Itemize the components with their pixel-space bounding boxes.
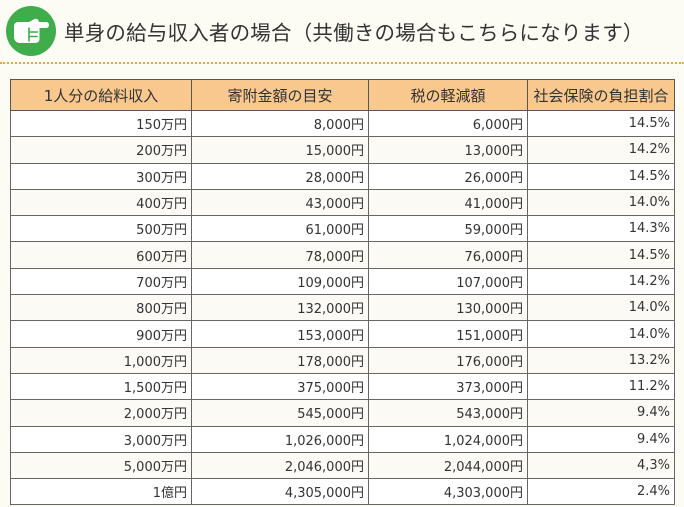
tax-reduction-cell: 6,000円 [368,109,528,138]
table-row: 200万円 15,000円 13,000円 14.2% [10,136,675,164]
income-cell: 500万円 [10,215,192,243]
insurance-ratio-cell: 14.2% [527,267,675,296]
insurance-ratio-cell: 14.0% [527,320,675,348]
donation-cell: 28,000円 [191,162,369,190]
insurance-ratio-cell: 9.4% [527,425,675,453]
donation-cell: 178,000円 [191,346,369,374]
tax-reduction-cell: 76,000円 [368,241,528,269]
column-header-income: 1人分の給料収入 [10,79,192,111]
tax-reduction-cell: 176,000円 [368,346,528,374]
table-row: 3,000万円 1,026,000円 1,024,000円 9.4% [10,425,675,453]
donation-cell: 132,000円 [191,294,369,322]
table-row: 1,500万円 375,000円 373,000円 11.2% [10,372,675,401]
table-row: 5,000万円 2,046,000円 2,044,000円 4,3% [10,451,675,480]
income-cell: 150万円 [10,109,192,138]
donation-cell: 1,026,000円 [191,425,369,453]
tax-reduction-cell: 107,000円 [368,267,528,296]
insurance-ratio-cell: 4,3% [527,451,675,480]
insurance-ratio-cell: 14.0% [527,294,675,322]
table-row: 2,000万円 545,000円 543,000円 9.4% [10,399,675,427]
pointing-hand-icon [6,6,56,56]
income-cell: 200万円 [10,136,192,164]
page-title: 単身の給与収入者の場合（共働きの場合もこちらになります） [64,21,644,45]
income-cell: 1,500万円 [10,372,192,401]
tax-reduction-cell: 373,000円 [368,372,528,401]
donation-cell: 153,000円 [191,320,369,348]
tax-reduction-cell: 2,044,000円 [368,451,528,480]
donation-cell: 61,000円 [191,215,369,243]
income-cell: 600万円 [10,241,192,269]
column-header-tax-reduction: 税の軽減額 [368,79,528,111]
column-header-insurance-ratio: 社会保険の負担割合 [527,79,675,111]
income-cell: 1億円 [10,478,192,506]
insurance-ratio-cell: 14.5% [527,241,675,269]
income-cell: 700万円 [10,267,192,296]
insurance-ratio-cell: 9.4% [527,399,675,427]
table-header-row: 1人分の給料収入 寄附金額の目安 税の軽減額 社会保険の負担割合 [10,79,675,111]
donation-cell: 8,000円 [191,109,369,138]
tax-reduction-cell: 1,024,000円 [368,425,528,453]
insurance-ratio-cell: 14.3% [527,215,675,243]
income-cell: 400万円 [10,188,192,217]
income-cell: 800万円 [10,294,192,322]
tax-reduction-cell: 59,000円 [368,215,528,243]
table-row: 300万円 28,000円 26,000円 14.5% [10,162,675,190]
income-cell: 1,000万円 [10,346,192,374]
income-cell: 3,000万円 [10,425,192,453]
insurance-ratio-cell: 14.5% [527,162,675,190]
table-row: 400万円 43,000円 41,000円 14.0% [10,188,675,217]
insurance-ratio-cell: 14.0% [527,188,675,217]
table-row: 800万円 132,000円 130,000円 14.0% [10,294,675,322]
donation-cell: 78,000円 [191,241,369,269]
tax-reduction-cell: 543,000円 [368,399,528,427]
table-body: 150万円 8,000円 6,000円 14.5% 200万円 15,000円 13,000… [10,109,675,506]
insurance-ratio-cell: 2.4% [527,478,675,506]
donation-cell: 109,000円 [191,267,369,296]
tax-reduction-cell: 41,000円 [368,188,528,217]
donation-cell: 375,000円 [191,372,369,401]
donation-cell: 43,000円 [191,188,369,217]
table-row: 150万円 8,000円 6,000円 14.5% [10,109,675,138]
column-header-donation: 寄附金額の目安 [191,79,369,111]
income-cell: 900万円 [10,320,192,348]
tax-reduction-cell: 151,000円 [368,320,528,348]
income-cell: 2,000万円 [10,399,192,427]
table-row: 900万円 153,000円 151,000円 14.0% [10,320,675,348]
donation-cell: 4,305,000円 [191,478,369,506]
table-row: 600万円 78,000円 76,000円 14.5% [10,241,675,269]
insurance-ratio-cell: 13.2% [527,346,675,374]
insurance-ratio-cell: 11.2% [527,372,675,401]
tax-reduction-cell: 26,000円 [368,162,528,190]
tax-reduction-cell: 13,000円 [368,136,528,164]
donation-table: 1人分の給料収入 寄附金額の目安 税の軽減額 社会保険の負担割合 150万円 8,… [10,79,675,506]
tax-reduction-cell: 130,000円 [368,294,528,322]
donation-cell: 2,046,000円 [191,451,369,480]
income-cell: 300万円 [10,162,192,190]
insurance-ratio-cell: 14.5% [527,109,675,138]
income-cell: 5,000万円 [10,451,192,480]
tax-reduction-cell: 4,303,000円 [368,478,528,506]
table-row: 500万円 61,000円 59,000円 14.3% [10,215,675,243]
donation-cell: 545,000円 [191,399,369,427]
table-row: 1,000万円 178,000円 176,000円 13.2% [10,346,675,374]
insurance-ratio-cell: 14.2% [527,136,675,164]
section-header: 単身の給与収入者の場合（共働きの場合もこちらになります） [0,0,684,64]
donation-cell: 15,000円 [191,136,369,164]
table-row: 700万円 109,000円 107,000円 14.2% [10,267,675,296]
table-row: 1億円 4,305,000円 4,303,000円 2.4% [10,478,675,506]
